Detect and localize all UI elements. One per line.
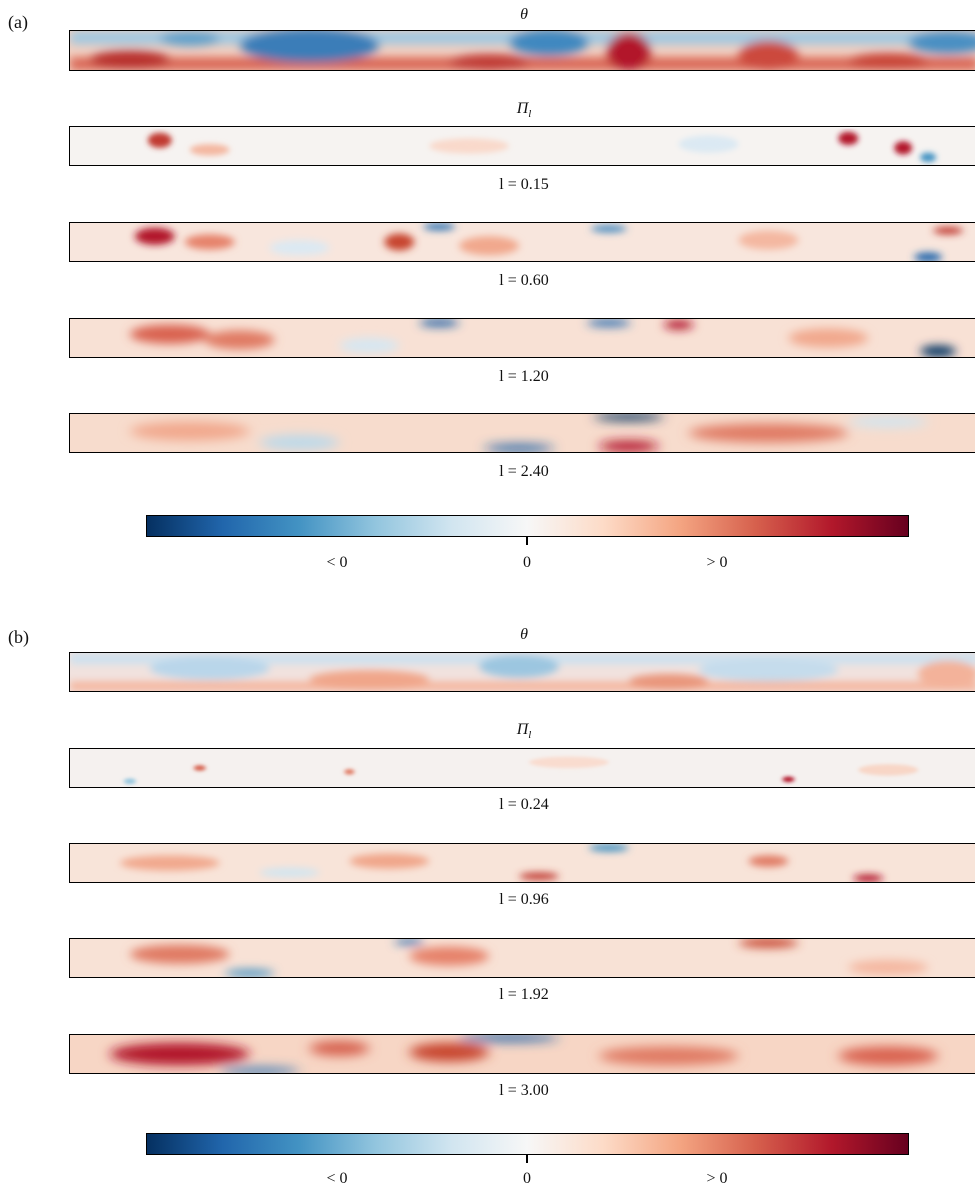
panel-b-scale-label-2: l = 0.96 <box>499 891 549 908</box>
panel-b-colorbar-label-positive: > 0 <box>706 1170 728 1187</box>
panel-a-scale-label-4: l = 2.40 <box>499 463 549 480</box>
panel-a-pi-field-4 <box>69 413 975 453</box>
panel-b-pi-field-2 <box>69 843 975 883</box>
panel-b-colorbar-label-negative: < 0 <box>326 1170 348 1187</box>
panel-b-colorbar-label-zero: 0 <box>523 1170 531 1187</box>
panel-a-pi-title: Πl <box>516 100 532 121</box>
panel-b-scale-label-3: l = 1.92 <box>499 986 549 1003</box>
panel-b-label: (b) <box>8 627 29 647</box>
panel-a-colorbar-label-zero: 0 <box>523 554 531 571</box>
panel-a-scale-label-1: l = 0.15 <box>499 176 549 193</box>
panel-b-colorbar <box>146 1133 909 1155</box>
panel-a-scale-label-2: l = 0.60 <box>499 272 549 289</box>
panel-a-pi-field-2 <box>69 222 975 262</box>
panel-a-colorbar-label-positive: > 0 <box>706 554 728 571</box>
panel-b-pi-field-4 <box>69 1034 975 1074</box>
panel-a-pi-field-3 <box>69 318 975 358</box>
panel-a-label: (a) <box>8 12 28 32</box>
panel-a-theta-field <box>69 30 975 71</box>
panel-a-pi-field-1 <box>69 126 975 166</box>
panel-b-theta-title: θ <box>520 626 528 643</box>
panel-a-colorbar-label-negative: < 0 <box>326 554 348 571</box>
panel-a-colorbar-zero-tick <box>526 537 528 545</box>
panel-b-theta-field <box>69 652 975 692</box>
panel-a-scale-label-3: l = 1.20 <box>499 368 549 385</box>
panel-b-scale-label-1: l = 0.24 <box>499 796 549 813</box>
panel-a-theta-title: θ <box>520 6 528 23</box>
panel-a-colorbar <box>146 515 909 537</box>
panel-b-pi-field-3 <box>69 938 975 978</box>
panel-b-pi-field-1 <box>69 748 975 788</box>
panel-b-colorbar-zero-tick <box>526 1155 528 1163</box>
panel-b-pi-title: Πl <box>516 721 532 742</box>
panel-b-scale-label-4: l = 3.00 <box>499 1082 549 1099</box>
